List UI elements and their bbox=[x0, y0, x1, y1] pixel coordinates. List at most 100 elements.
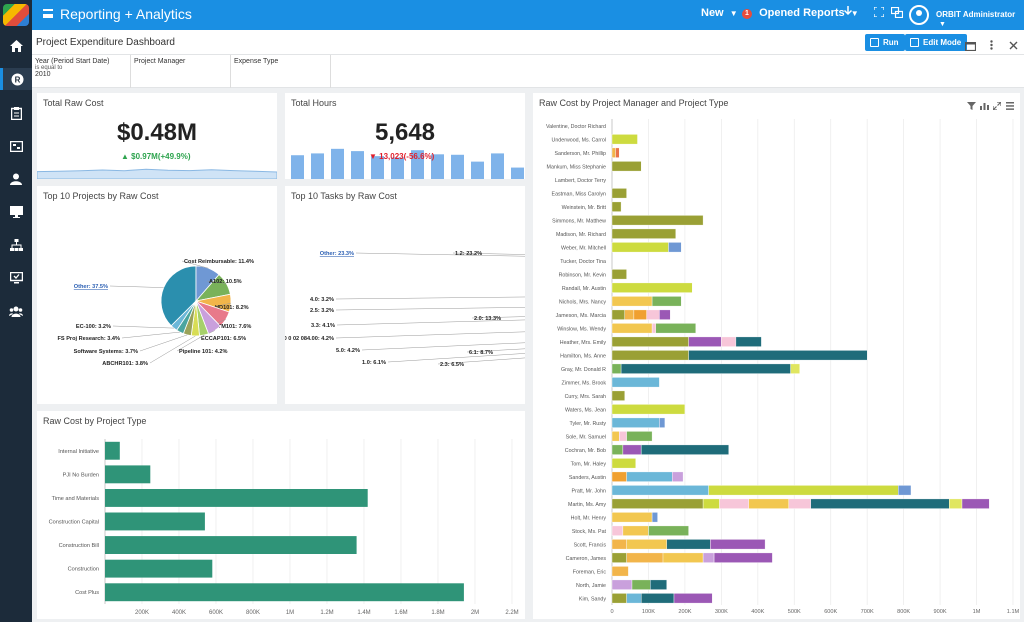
y-tick-label: Kim, Sandy bbox=[579, 596, 606, 602]
y-tick-label: Madison, Mr. Richard bbox=[556, 232, 606, 238]
bar-segment bbox=[611, 336, 689, 347]
close-icon[interactable] bbox=[1009, 37, 1018, 55]
y-tick-label: Construction bbox=[68, 567, 99, 573]
x-tick-label: 2.2M bbox=[505, 610, 518, 616]
user-icon[interactable] bbox=[6, 169, 26, 189]
chevron-down-icon: ▼ bbox=[850, 9, 859, 18]
fullscreen-icon[interactable] bbox=[873, 6, 885, 20]
play-icon bbox=[870, 38, 879, 47]
download-icon[interactable] bbox=[843, 6, 853, 20]
pie-label: 1.2: 23.2% bbox=[455, 251, 482, 257]
bar-chart-icon[interactable] bbox=[980, 97, 989, 115]
filter-value: 2010 bbox=[35, 71, 51, 78]
bar-segment bbox=[611, 242, 669, 253]
pie-leader-line bbox=[335, 307, 525, 311]
monitor-check-icon[interactable] bbox=[6, 268, 26, 288]
filter-year[interactable]: Year (Period Start Date) is equal to 201… bbox=[32, 55, 131, 88]
x-tick-label: 1.6M bbox=[394, 610, 407, 616]
hours-bar bbox=[331, 148, 344, 179]
more-vertical-icon[interactable] bbox=[990, 37, 993, 55]
pie-leader-line bbox=[361, 342, 525, 351]
hamburger-menu-icon[interactable] bbox=[43, 9, 53, 18]
y-tick-label: Valentine, Doctor Richard bbox=[546, 124, 606, 130]
sitemap-icon[interactable] bbox=[6, 235, 26, 255]
bar bbox=[105, 489, 368, 507]
filter-label: Project Manager bbox=[134, 58, 186, 65]
y-tick-label: Jameson, Ms. Marcia bbox=[556, 313, 606, 319]
x-tick-label: 300K bbox=[715, 609, 728, 615]
total-hours-delta: ▼ 13,023(-56.6%) bbox=[369, 152, 434, 161]
pie-leader-line bbox=[149, 335, 196, 364]
filter-operator: is equal to bbox=[35, 65, 63, 71]
filter-expense-type[interactable]: Expense Type bbox=[231, 55, 331, 88]
home-icon[interactable] bbox=[6, 36, 26, 56]
panel-title: Raw Cost by Project Type bbox=[43, 416, 147, 426]
bar-segment bbox=[626, 539, 667, 550]
bar-segment bbox=[611, 579, 633, 590]
bar-segment bbox=[611, 309, 626, 320]
y-tick-label: Heather, Mrs. Emily bbox=[560, 340, 607, 346]
hours-bar bbox=[431, 154, 444, 179]
window-icon[interactable] bbox=[964, 38, 977, 56]
bar-segment bbox=[611, 404, 686, 415]
bar bbox=[105, 465, 151, 484]
app-logo-icon[interactable] bbox=[3, 4, 29, 26]
x-tick-label: 2M bbox=[471, 610, 479, 616]
bar-segment bbox=[611, 471, 627, 482]
bar-segment bbox=[655, 323, 696, 334]
panel-title: Total Raw Cost bbox=[43, 98, 104, 108]
network-icon[interactable] bbox=[890, 6, 904, 21]
hours-bar bbox=[471, 161, 484, 179]
svg-text:R: R bbox=[15, 75, 21, 84]
y-tick-label: Hamilton, Ms. Anne bbox=[560, 353, 606, 359]
pie-label: 4.0: 3.2% bbox=[310, 297, 334, 303]
hours-bar bbox=[491, 153, 504, 179]
x-tick-label: 400K bbox=[172, 610, 186, 616]
pie-leader-line bbox=[206, 280, 227, 284]
y-tick-label: Winslow, Ms. Wendy bbox=[557, 326, 606, 332]
y-tick-label: Cost Plus bbox=[75, 590, 99, 596]
users-icon[interactable] bbox=[6, 301, 26, 321]
opened-reports-button[interactable]: 1 Opened Reports ▼ bbox=[742, 7, 859, 19]
y-tick-label: Simmons, Mr. Matthew bbox=[552, 218, 606, 224]
monitor-icon[interactable] bbox=[6, 202, 26, 222]
pie-leader-line bbox=[471, 316, 525, 319]
avatar[interactable] bbox=[909, 5, 929, 25]
user-menu-button[interactable]: ORBIT Administrator ▼ bbox=[936, 10, 1024, 28]
pie-label: FS Proj Research: 3.4% bbox=[58, 336, 121, 342]
top-bar: Reporting + Analytics New ▼ 1 Opened Rep… bbox=[32, 0, 1024, 30]
bar-segment bbox=[611, 161, 642, 172]
edit-mode-button[interactable]: Edit Mode bbox=[905, 34, 968, 51]
bar-segment bbox=[668, 242, 682, 253]
bar-segment bbox=[633, 309, 647, 320]
pie-label: 3.3: 4.1% bbox=[311, 323, 335, 329]
bar-segment bbox=[611, 215, 704, 226]
filter-project-manager[interactable]: Project Manager bbox=[131, 55, 231, 88]
reporting-icon[interactable]: R bbox=[0, 68, 32, 90]
bar-segment bbox=[646, 309, 660, 320]
hours-bar bbox=[371, 156, 384, 179]
y-tick-label: Eastman, Miss Carolyn bbox=[552, 191, 607, 197]
y-tick-label: Sole, Mr. Samuel bbox=[566, 434, 606, 440]
filter-funnel-icon[interactable] bbox=[967, 97, 976, 115]
menu-lines-icon[interactable] bbox=[1006, 97, 1014, 115]
filter-label: Expense Type bbox=[234, 58, 279, 65]
pie-label: ECTM101: 7.6% bbox=[210, 324, 251, 330]
x-tick-label: 600K bbox=[209, 610, 223, 616]
bar-segment bbox=[615, 147, 620, 158]
y-tick-label: Cochran, Mr. Bob bbox=[565, 448, 606, 454]
top-projects-pie-chart: Other: 37.5% Cost Reimbursable: 11.4% A102… bbox=[58, 259, 254, 367]
bar-segment bbox=[611, 539, 627, 550]
x-tick-label: 1.8M bbox=[431, 610, 444, 616]
bar-segment bbox=[624, 309, 635, 320]
triangle-down-icon: ▼ bbox=[369, 152, 377, 161]
delta-text: 13,023(-56.6%) bbox=[379, 152, 435, 161]
hierarchy-box-icon[interactable] bbox=[6, 136, 26, 156]
top-tasks-pie-chart: Other: 23.3% 1.2: 23.2% 2.0: 13.3% 6.1: 8.7… bbox=[285, 251, 525, 368]
run-button[interactable]: Run bbox=[865, 34, 905, 51]
clipboard-icon[interactable] bbox=[6, 103, 26, 123]
new-menu-button[interactable]: New ▼ bbox=[701, 7, 738, 19]
bar bbox=[105, 512, 205, 531]
bar-segment bbox=[719, 498, 749, 509]
bar-segment bbox=[708, 485, 899, 496]
